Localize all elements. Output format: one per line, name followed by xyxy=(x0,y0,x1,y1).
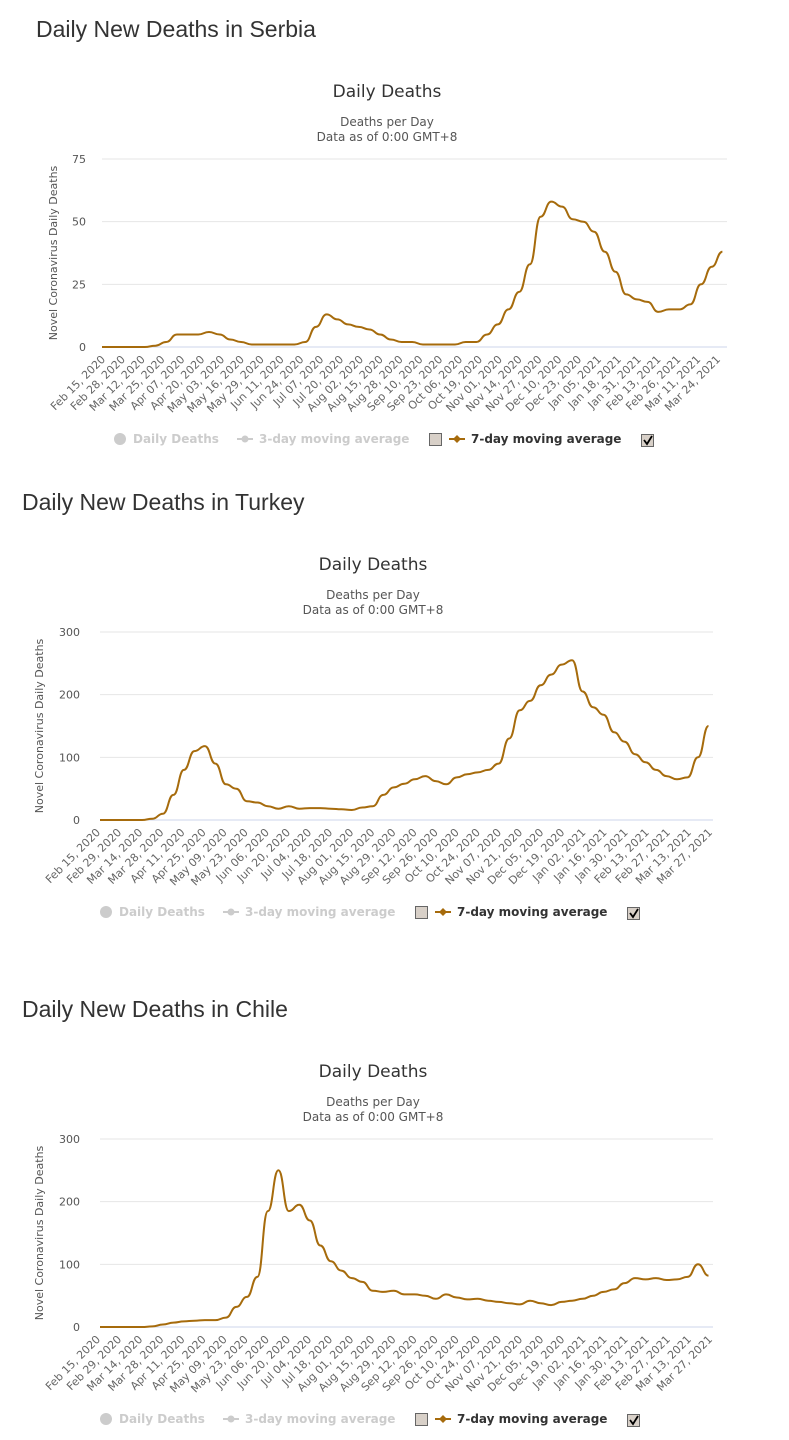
y-tick-label: 0 xyxy=(73,1321,80,1334)
legend-label: Daily Deaths xyxy=(119,905,205,919)
diamond-marker-icon xyxy=(439,1415,447,1423)
chart-title: Daily Deaths xyxy=(319,555,428,575)
series-line-7-day-average xyxy=(102,200,723,348)
legend-label: 7-day moving average xyxy=(457,905,607,919)
checkbox-3-day-average[interactable] xyxy=(415,906,428,919)
check-icon xyxy=(629,908,639,919)
circle-marker-icon xyxy=(241,435,249,443)
y-tick-label: 50 xyxy=(72,216,86,229)
section-heading-serbia: Daily New Deaths in Serbia xyxy=(36,16,316,42)
checkbox-3-day-average[interactable] xyxy=(429,433,442,446)
legend-item-7-day-average[interactable]: 7-day moving average xyxy=(449,432,621,446)
legend-item-3-day-average[interactable]: 3-day moving average xyxy=(223,905,395,919)
legend-item-3-day-average[interactable]: 3-day moving average xyxy=(237,432,409,446)
section-heading-turkey: Daily New Deaths in Turkey xyxy=(22,489,305,515)
series-line-7-day-average xyxy=(100,1169,709,1328)
chart-title: Daily Deaths xyxy=(333,82,442,102)
y-tick-label: 100 xyxy=(59,751,80,764)
y-tick-label: 300 xyxy=(59,626,80,639)
legend-label: 3-day moving average xyxy=(259,432,409,446)
y-tick-label: 25 xyxy=(72,278,86,291)
circle-marker-icon xyxy=(227,1415,235,1423)
chart-subtitle: Deaths per Day xyxy=(326,588,420,602)
checkbox-7-day-average[interactable] xyxy=(627,907,640,920)
check-icon xyxy=(643,435,653,446)
legend-item-7-day-average[interactable]: 7-day moving average xyxy=(435,1412,607,1426)
y-tick-label: 300 xyxy=(59,1133,80,1146)
circle-marker-icon xyxy=(100,1413,112,1425)
diamond-marker-icon xyxy=(439,908,447,916)
y-tick-label: 0 xyxy=(79,341,86,354)
check-icon xyxy=(629,1415,639,1426)
chart-subtitle: Deaths per Day xyxy=(326,1095,420,1109)
legend-label: 3-day moving average xyxy=(245,1412,395,1426)
section-heading-chile: Daily New Deaths in Chile xyxy=(22,996,288,1022)
y-axis-title: Novel Coronavirus Daily Deaths xyxy=(33,638,46,813)
legend-item-3-day-average[interactable]: 3-day moving average xyxy=(223,1412,395,1426)
y-tick-label: 200 xyxy=(59,689,80,702)
circle-marker-icon xyxy=(114,433,126,445)
y-tick-label: 100 xyxy=(59,1258,80,1271)
legend-label: Daily Deaths xyxy=(133,432,219,446)
checkbox-7-day-average[interactable] xyxy=(641,434,654,447)
circle-marker-icon xyxy=(227,908,235,916)
legend-item-daily-deaths[interactable]: Daily Deaths xyxy=(100,905,205,919)
y-tick-label: 200 xyxy=(59,1196,80,1209)
legend-item-7-day-average[interactable]: 7-day moving average xyxy=(435,905,607,919)
legend-label: 7-day moving average xyxy=(457,1412,607,1426)
series-line-7-day-average xyxy=(100,659,710,821)
chart-title: Daily Deaths xyxy=(319,1062,428,1082)
legend-label: Daily Deaths xyxy=(119,1412,205,1426)
chart-subtitle: Data as of 0:00 GMT+8 xyxy=(317,130,458,144)
diamond-marker-icon xyxy=(453,435,461,443)
checkbox-7-day-average[interactable] xyxy=(627,1414,640,1427)
legend-item-daily-deaths[interactable]: Daily Deaths xyxy=(100,1412,205,1426)
checkbox-3-day-average[interactable] xyxy=(415,1413,428,1426)
chart-subtitle: Data as of 0:00 GMT+8 xyxy=(303,1110,444,1124)
legend-item-daily-deaths[interactable]: Daily Deaths xyxy=(114,432,219,446)
chart-subtitle: Deaths per Day xyxy=(340,115,434,129)
chart-subtitle: Data as of 0:00 GMT+8 xyxy=(303,603,444,617)
y-axis-title: Novel Coronavirus Daily Deaths xyxy=(33,1145,46,1320)
circle-marker-icon xyxy=(100,906,112,918)
y-tick-label: 0 xyxy=(73,814,80,827)
legend-label: 7-day moving average xyxy=(471,432,621,446)
legend-label: 3-day moving average xyxy=(245,905,395,919)
y-axis-title: Novel Coronavirus Daily Deaths xyxy=(47,165,60,340)
y-tick-label: 75 xyxy=(72,153,86,166)
